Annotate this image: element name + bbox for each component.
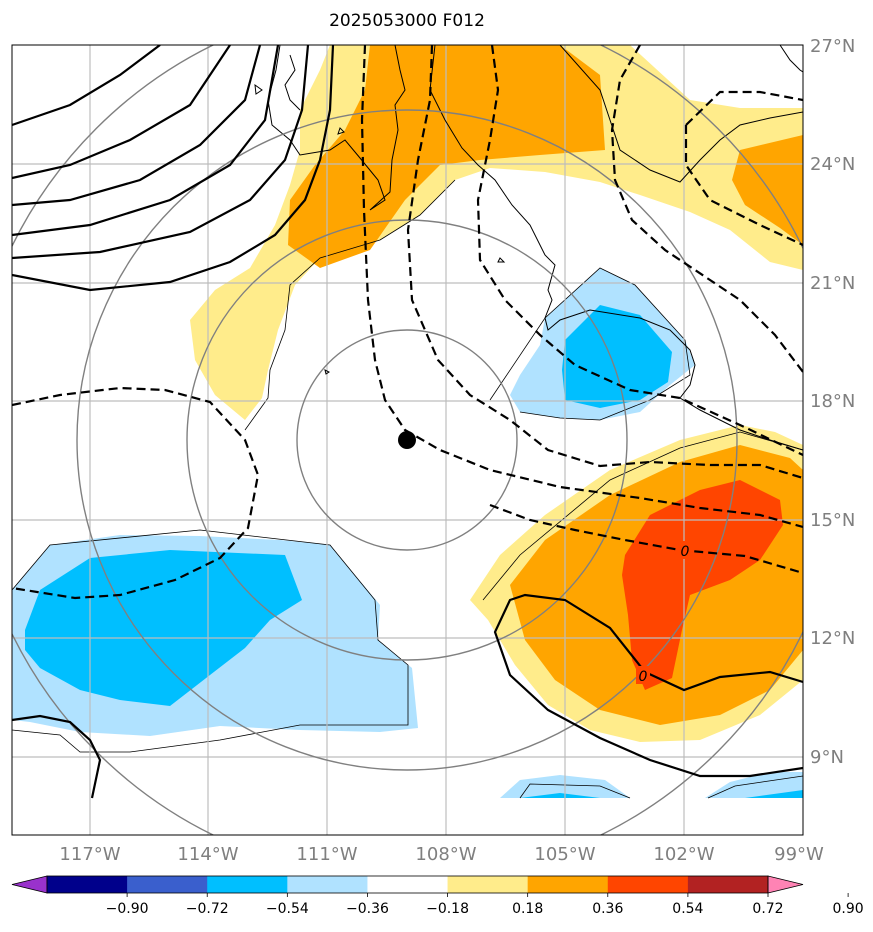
colorbar-tick-label: 0.90 <box>833 901 864 917</box>
colorbar-ticks: −0.90 −0.72 −0.54 −0.36 −0.18 0.18 0.36 0.54 0.7… <box>106 893 864 917</box>
colorbar-segment <box>527 876 609 893</box>
lon-label: 102°W <box>653 844 714 865</box>
contour-label-zero-a: 0 <box>681 544 690 560</box>
lat-label: 9°N <box>810 747 844 768</box>
colorbar-tick-label: −0.18 <box>426 901 469 917</box>
colorbar-frame <box>46 875 769 894</box>
colorbar-segment <box>447 876 529 893</box>
latitude-labels: 27°N 24°N 21°N 18°N 15°N 12°N 9°N <box>810 36 855 768</box>
map-panel: 0 0 <box>12 45 803 835</box>
negative-anomaly-west-core <box>25 550 302 706</box>
colorbar-tick-label: −0.36 <box>346 901 389 917</box>
lon-label: 105°W <box>534 844 595 865</box>
contour-label-zero-b: 0 <box>639 669 648 685</box>
colorbar-tick-label: 0.36 <box>592 901 623 917</box>
colorbar-segment <box>687 876 769 893</box>
lon-label: 117°W <box>59 844 120 865</box>
colorbar: −0.90 −0.72 −0.54 −0.36 −0.18 0.18 0.36 0.54 0.7… <box>11 875 864 917</box>
colorbar-segment <box>607 876 689 893</box>
positive-anomaly-northeast-core <box>732 135 803 245</box>
negative-anomaly-south-a-core <box>520 793 600 798</box>
colorbar-segment <box>47 876 128 893</box>
contour-labels: 0 0 <box>636 541 692 685</box>
lat-label: 27°N <box>810 36 855 57</box>
colorbar-tick-label: −0.54 <box>266 901 309 917</box>
colorbar-segment <box>287 876 368 893</box>
lon-label: 114°W <box>177 844 238 865</box>
negative-anomaly-south-b <box>705 772 803 798</box>
lon-label: 108°W <box>415 844 476 865</box>
colorbar-segments <box>11 875 804 894</box>
colorbar-tick-label: −0.90 <box>106 901 149 917</box>
colorbar-extend-low <box>11 875 48 894</box>
negative-anomaly-south-b-core <box>745 790 803 798</box>
lon-label: 99°W <box>774 844 824 865</box>
dashed-contours <box>12 45 803 600</box>
distance-rings <box>12 45 803 835</box>
lon-label: 111°W <box>296 844 357 865</box>
colorbar-tick-label: 0.54 <box>672 901 703 917</box>
colorbar-tick-label: 0.18 <box>512 901 543 917</box>
longitude-labels: 117°W 114°W 111°W 108°W 105°W 102°W 99°W <box>59 844 824 865</box>
figure-title: 2025053000 F012 <box>329 11 485 31</box>
lat-label: 24°N <box>810 154 855 175</box>
lat-label: 12°N <box>810 628 855 649</box>
lat-label: 18°N <box>810 391 855 412</box>
colorbar-tick-label: −0.72 <box>186 901 229 917</box>
shading-outlines <box>12 179 803 799</box>
lat-label: 15°N <box>810 510 855 531</box>
lat-label: 21°N <box>810 273 855 294</box>
storm-center-marker <box>398 431 416 449</box>
shaded-field <box>12 45 803 798</box>
map-frame <box>11 44 804 836</box>
solid-contours <box>12 45 803 799</box>
colorbar-segment <box>127 876 208 893</box>
negative-anomaly-center-east-core <box>562 305 672 408</box>
colorbar-extend-high <box>767 875 804 894</box>
colorbar-tick-label: 0.72 <box>752 901 783 917</box>
colorbar-segment <box>367 876 449 893</box>
colorbar-segment <box>207 876 288 893</box>
